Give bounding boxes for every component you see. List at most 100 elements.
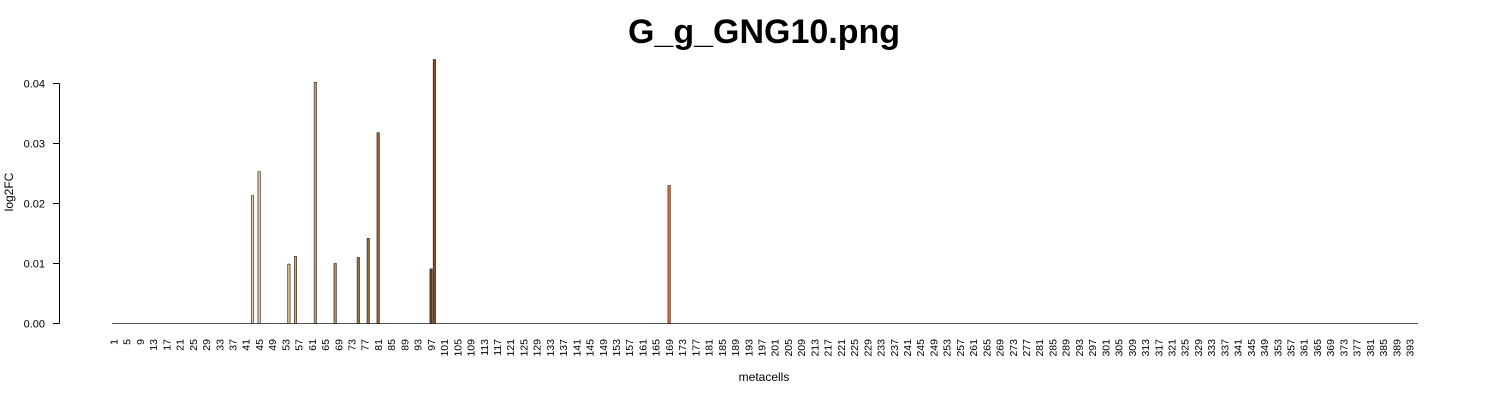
bar xyxy=(287,263,291,324)
bar xyxy=(251,195,255,324)
x-tick-label: 137 xyxy=(558,339,570,357)
x-tick-label: 61 xyxy=(307,339,319,351)
x-tick-label: 185 xyxy=(717,339,729,357)
x-tick-label: 237 xyxy=(889,339,901,357)
y-axis-label: log2FC xyxy=(2,172,16,211)
x-tick-label: 221 xyxy=(836,339,848,357)
x-tick-label: 9 xyxy=(135,339,147,345)
x-tick-label: 65 xyxy=(320,339,332,351)
x-tick-label: 1 xyxy=(108,339,120,345)
x-tick-label: 289 xyxy=(1061,339,1073,357)
x-tick-label: 361 xyxy=(1299,339,1311,357)
x-tick-label: 193 xyxy=(743,339,755,357)
bar xyxy=(432,59,436,324)
x-tick-label: 357 xyxy=(1286,339,1298,357)
x-tick-label: 117 xyxy=(492,339,504,356)
x-tick-label: 365 xyxy=(1312,339,1324,357)
x-tick-label: 369 xyxy=(1325,339,1337,357)
x-tick-label: 333 xyxy=(1206,339,1218,357)
x-tick-label: 133 xyxy=(545,339,557,357)
x-tick-label: 109 xyxy=(466,339,478,357)
x-tick-label: 261 xyxy=(968,339,980,357)
x-tick-label: 281 xyxy=(1034,339,1046,357)
x-tick-label: 317 xyxy=(1153,339,1165,357)
x-tick-label: 225 xyxy=(849,339,861,357)
x-tick-label: 253 xyxy=(942,339,954,357)
x-tick-label: 97 xyxy=(426,339,438,351)
y-tick-label: 0.01 xyxy=(24,259,45,271)
x-tick-label: 325 xyxy=(1180,339,1192,357)
x-tick-label: 309 xyxy=(1127,339,1139,357)
y-tick-label: 0.04 xyxy=(24,79,45,91)
x-tick-label: 341 xyxy=(1233,339,1245,357)
x-tick-label: 285 xyxy=(1047,339,1059,357)
bar xyxy=(667,185,671,324)
x-tick-label: 157 xyxy=(624,339,636,357)
x-tick-label: 33 xyxy=(214,339,226,351)
x-tick-label: 25 xyxy=(188,339,200,351)
x-tick-label: 273 xyxy=(1008,339,1020,357)
x-tick-label: 189 xyxy=(730,339,742,357)
bar xyxy=(257,171,261,324)
x-tick-label: 321 xyxy=(1166,339,1178,357)
x-tick-label: 69 xyxy=(333,339,345,351)
bar xyxy=(293,255,297,324)
y-tick-label: 0.03 xyxy=(24,139,45,151)
x-tick-label: 329 xyxy=(1193,339,1205,357)
x-tick-label: 77 xyxy=(360,339,372,351)
x-tick-label: 201 xyxy=(770,339,782,357)
x-ticks: 1 5 9 13 17 21 25 29 33 37 41 45 49 53 57 61 65 69 73 77 81 8… xyxy=(108,339,1416,357)
x-tick-label: 57 xyxy=(294,339,306,351)
x-tick-label: 349 xyxy=(1259,339,1271,357)
x-tick-label: 233 xyxy=(876,339,888,357)
y-tick-label: 0.00 xyxy=(24,319,45,331)
chart-title: G_g_GNG10.png xyxy=(628,13,900,51)
x-tick-label: 53 xyxy=(280,339,292,351)
x-tick-label: 337 xyxy=(1219,339,1231,357)
y-ticks: 0.00 0.01 0.02 0.03 0.04 xyxy=(24,79,60,331)
x-tick-label: 153 xyxy=(611,339,623,357)
x-axis-label: metacells xyxy=(739,370,790,384)
x-tick-label: 305 xyxy=(1114,339,1126,357)
x-tick-label: 209 xyxy=(796,339,808,357)
x-tick-label: 265 xyxy=(981,339,993,357)
x-tick-label: 85 xyxy=(386,339,398,351)
x-tick-label: 93 xyxy=(413,339,425,351)
x-tick-label: 249 xyxy=(928,339,940,357)
y-tick-label: 0.02 xyxy=(24,199,45,211)
x-tick-label: 129 xyxy=(532,339,544,357)
x-tick-label: 353 xyxy=(1272,339,1284,357)
x-tick-label: 45 xyxy=(254,339,266,351)
x-tick-label: 21 xyxy=(175,339,187,351)
x-tick-label: 313 xyxy=(1140,339,1152,357)
bar xyxy=(376,132,380,324)
bar xyxy=(429,268,433,324)
x-tick-label: 385 xyxy=(1378,339,1390,357)
x-tick-label: 49 xyxy=(267,339,279,351)
x-tick-label: 373 xyxy=(1338,339,1350,357)
x-tick-label: 145 xyxy=(585,339,597,357)
x-tick-label: 269 xyxy=(995,339,1007,357)
x-tick-label: 301 xyxy=(1100,339,1112,357)
x-tick-label: 161 xyxy=(637,339,649,357)
bars xyxy=(251,59,671,324)
x-tick-label: 165 xyxy=(651,339,663,357)
bar xyxy=(366,238,370,324)
x-tick-label: 121 xyxy=(505,339,517,357)
x-tick-label: 29 xyxy=(201,339,213,351)
x-tick-label: 5 xyxy=(122,339,134,345)
bar xyxy=(356,257,360,324)
bar xyxy=(333,263,337,324)
x-tick-label: 113 xyxy=(479,339,491,356)
x-tick-label: 125 xyxy=(518,339,530,357)
x-tick-label: 217 xyxy=(823,339,835,357)
x-tick-label: 173 xyxy=(677,339,689,357)
x-tick-label: 17 xyxy=(161,339,173,351)
x-tick-label: 177 xyxy=(690,339,702,357)
x-tick-label: 345 xyxy=(1246,339,1258,357)
x-tick-label: 197 xyxy=(756,339,768,357)
x-tick-label: 381 xyxy=(1365,339,1377,357)
x-tick-label: 37 xyxy=(227,339,239,351)
x-tick-label: 105 xyxy=(452,339,464,357)
